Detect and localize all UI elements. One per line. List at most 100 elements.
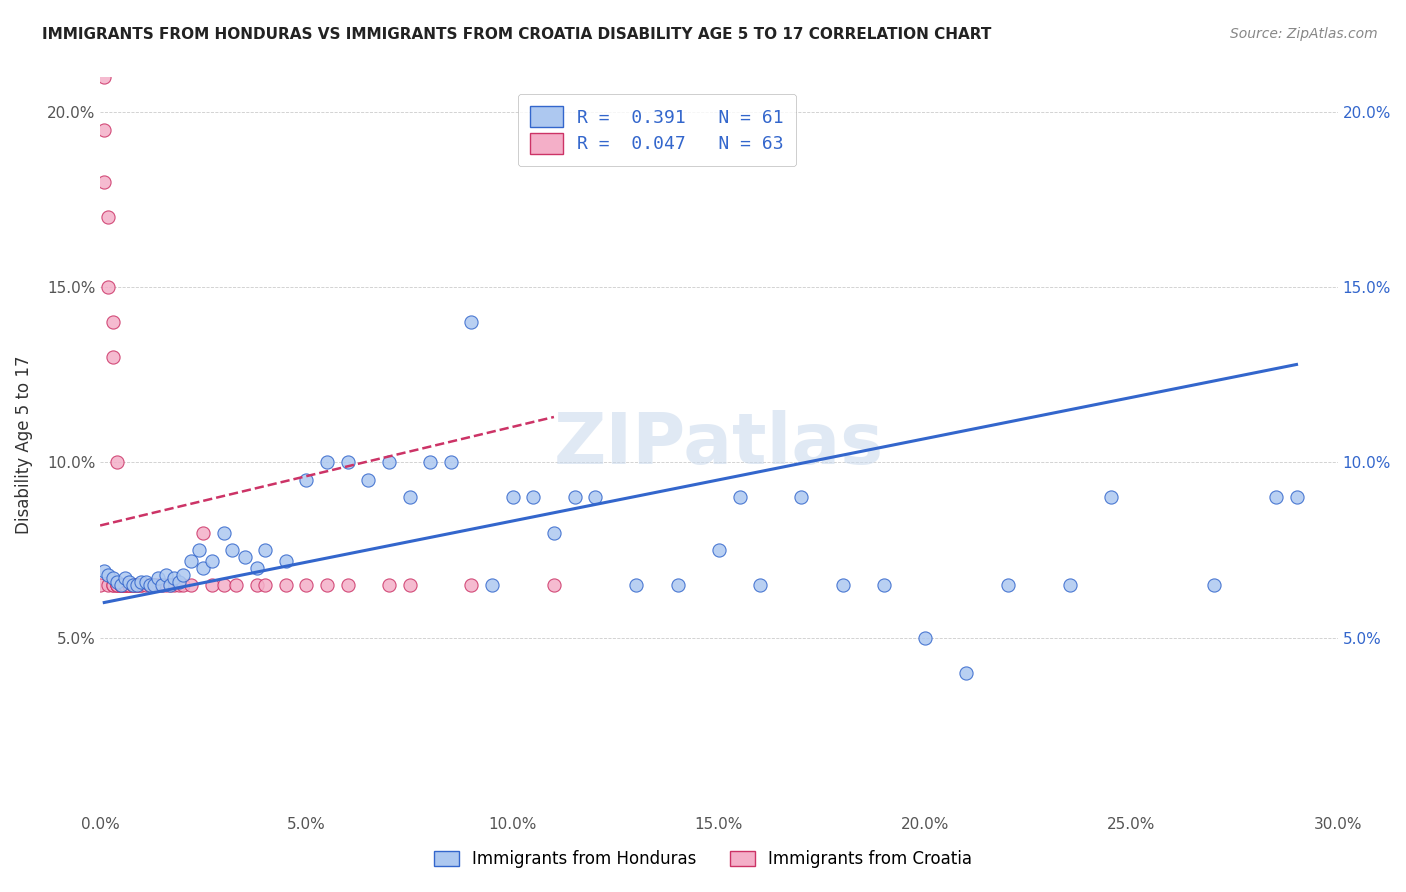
Point xyxy=(127,578,149,592)
Point xyxy=(97,280,120,294)
Point xyxy=(142,578,165,592)
Point xyxy=(246,578,269,592)
Point xyxy=(728,491,751,505)
Point xyxy=(316,455,339,469)
Point xyxy=(105,578,128,592)
Point xyxy=(110,578,132,592)
Point xyxy=(127,578,149,592)
Point xyxy=(295,578,318,592)
Point xyxy=(336,578,359,592)
Point xyxy=(398,578,420,592)
Point xyxy=(997,578,1019,592)
Point xyxy=(163,571,186,585)
Point xyxy=(221,543,243,558)
Point xyxy=(914,631,936,645)
Point xyxy=(127,578,149,592)
Point xyxy=(481,578,503,592)
Point xyxy=(118,578,141,592)
Point xyxy=(114,571,136,585)
Point xyxy=(749,578,772,592)
Point xyxy=(1099,491,1122,505)
Point xyxy=(583,491,606,505)
Point xyxy=(118,578,141,592)
Point xyxy=(101,578,124,592)
Point xyxy=(159,578,181,592)
Point xyxy=(254,543,277,558)
Text: Source: ZipAtlas.com: Source: ZipAtlas.com xyxy=(1230,27,1378,41)
Point xyxy=(398,491,420,505)
Point xyxy=(212,578,235,592)
Point xyxy=(110,578,132,592)
Point xyxy=(246,560,269,574)
Point xyxy=(188,543,211,558)
Point xyxy=(357,473,380,487)
Point xyxy=(502,491,524,505)
Point xyxy=(200,553,222,567)
Point xyxy=(97,578,120,592)
Point xyxy=(666,578,689,592)
Point xyxy=(150,578,173,592)
Point xyxy=(146,578,169,592)
Point xyxy=(274,578,297,592)
Point xyxy=(114,578,136,592)
Point xyxy=(114,578,136,592)
Point xyxy=(212,525,235,540)
Point xyxy=(543,578,565,592)
Point xyxy=(118,578,141,592)
Text: ZIPatlas: ZIPatlas xyxy=(554,410,884,480)
Point xyxy=(105,574,128,589)
Point xyxy=(110,578,132,592)
Point xyxy=(790,491,813,505)
Point xyxy=(110,578,132,592)
Point xyxy=(122,578,145,592)
Point xyxy=(101,578,124,592)
Point xyxy=(873,578,896,592)
Point xyxy=(101,571,124,585)
Point xyxy=(163,578,186,592)
Point xyxy=(172,578,194,592)
Point xyxy=(134,574,156,589)
Point xyxy=(254,578,277,592)
Point xyxy=(110,578,132,592)
Point xyxy=(460,316,482,330)
Point xyxy=(138,578,160,592)
Point xyxy=(1285,491,1308,505)
Point xyxy=(155,567,177,582)
Point xyxy=(122,578,145,592)
Point xyxy=(134,578,156,592)
Legend: Immigrants from Honduras, Immigrants from Croatia: Immigrants from Honduras, Immigrants fro… xyxy=(427,844,979,875)
Point xyxy=(1264,491,1286,505)
Point xyxy=(131,574,153,589)
Point xyxy=(89,578,111,592)
Point xyxy=(564,491,586,505)
Point xyxy=(142,578,165,592)
Point xyxy=(172,567,194,582)
Point xyxy=(101,316,124,330)
Point xyxy=(155,578,177,592)
Point xyxy=(295,473,318,487)
Point xyxy=(378,455,401,469)
Point xyxy=(316,578,339,592)
Point xyxy=(180,553,202,567)
Y-axis label: Disability Age 5 to 17: Disability Age 5 to 17 xyxy=(15,356,32,534)
Point xyxy=(440,455,463,469)
Point xyxy=(138,578,160,592)
Point xyxy=(131,578,153,592)
Point xyxy=(93,123,115,137)
Point xyxy=(460,578,482,592)
Point xyxy=(118,574,141,589)
Point xyxy=(118,578,141,592)
Point xyxy=(127,578,149,592)
Point xyxy=(419,455,441,469)
Point xyxy=(1202,578,1225,592)
Point xyxy=(93,176,115,190)
Point xyxy=(193,560,215,574)
Point xyxy=(142,578,165,592)
Point xyxy=(955,665,977,680)
Point xyxy=(105,578,128,592)
Point xyxy=(1059,578,1081,592)
Point xyxy=(180,578,202,592)
Text: IMMIGRANTS FROM HONDURAS VS IMMIGRANTS FROM CROATIA DISABILITY AGE 5 TO 17 CORRE: IMMIGRANTS FROM HONDURAS VS IMMIGRANTS F… xyxy=(42,27,991,42)
Point xyxy=(122,578,145,592)
Point xyxy=(110,578,132,592)
